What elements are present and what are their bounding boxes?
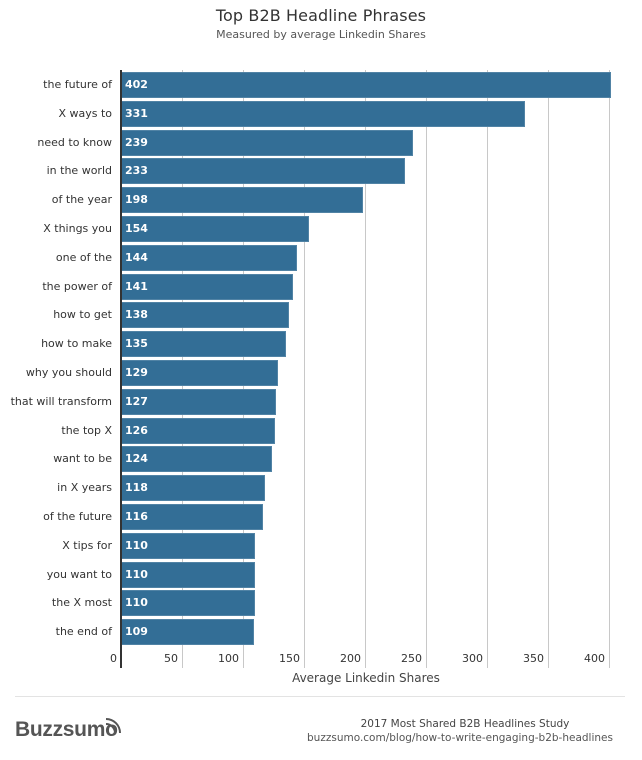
category-label: why you should xyxy=(25,366,112,379)
x-tick-label: 50 xyxy=(164,652,178,665)
bar: 198 xyxy=(121,187,363,213)
bar: 402 xyxy=(121,72,611,98)
gridline xyxy=(365,70,366,668)
bar-value-label: 124 xyxy=(125,452,148,465)
bar-value-label: 109 xyxy=(125,625,148,638)
category-label: the end of xyxy=(55,625,112,638)
category-label: the future of xyxy=(43,78,112,91)
x-tick-label: 400 xyxy=(584,652,605,665)
x-tick-label: 300 xyxy=(462,652,483,665)
bar-value-label: 239 xyxy=(125,136,148,149)
bar: 138 xyxy=(121,302,289,328)
category-label: in the world xyxy=(46,164,112,177)
bar-value-label: 110 xyxy=(125,596,148,609)
bar: 141 xyxy=(121,274,293,300)
category-label: of the future xyxy=(43,510,112,523)
x-tick-label: 150 xyxy=(279,652,300,665)
bar: 129 xyxy=(121,360,278,386)
bar-value-label: 129 xyxy=(125,366,148,379)
category-label: X ways to xyxy=(58,107,112,120)
gridline xyxy=(487,70,488,668)
bar: 110 xyxy=(121,590,255,616)
chart-title: Top B2B Headline Phrases xyxy=(215,6,427,25)
bar-value-label: 141 xyxy=(125,280,148,293)
bar: 233 xyxy=(121,158,405,184)
brand-logo: Buzzsumo xyxy=(15,718,118,741)
study-title: 2017 Most Shared B2B Headlines Study xyxy=(360,718,570,730)
bar-value-label: 110 xyxy=(125,568,148,581)
bar-value-label: 110 xyxy=(125,539,148,552)
category-label: one of the xyxy=(55,251,112,264)
x-tick-label: 0 xyxy=(110,652,117,665)
gridline xyxy=(426,70,427,668)
broadcast-icon xyxy=(105,718,121,734)
bar: 109 xyxy=(121,619,254,645)
bar-value-label: 116 xyxy=(125,510,148,523)
x-tick-label: 100 xyxy=(218,652,239,665)
bar-value-label: 402 xyxy=(125,78,148,91)
category-label: the top X xyxy=(61,424,112,437)
bar-chart: 0 50 100 150 200 250 300 350 400 the future of 402… xyxy=(10,70,611,668)
category-label: how to make xyxy=(41,337,112,350)
bar: 110 xyxy=(121,533,255,559)
bar-value-label: 233 xyxy=(125,164,148,177)
x-axis-label: Average Linkedin Shares xyxy=(292,671,440,685)
bar: 124 xyxy=(121,446,272,472)
bar: 331 xyxy=(121,101,525,127)
category-label: need to know xyxy=(37,136,112,149)
category-label: of the year xyxy=(51,193,112,206)
category-label: the X most xyxy=(51,596,112,609)
category-label: you want to xyxy=(46,568,112,581)
category-label: X things you xyxy=(43,222,112,235)
category-label: how to get xyxy=(53,308,112,321)
bar-value-label: 331 xyxy=(125,107,148,120)
x-tick-label: 350 xyxy=(523,652,544,665)
bar: 127 xyxy=(121,389,276,415)
bar: 126 xyxy=(121,418,275,444)
x-tick-label: 250 xyxy=(401,652,422,665)
bar-value-label: 138 xyxy=(125,308,148,321)
bar-value-label: 135 xyxy=(125,337,148,350)
bar-value-label: 144 xyxy=(125,251,148,264)
bar: 110 xyxy=(121,562,255,588)
bar: 144 xyxy=(121,245,297,271)
category-label: X tips for xyxy=(62,539,112,552)
gridline xyxy=(304,70,305,668)
category-label: want to be xyxy=(53,452,112,465)
bar-value-label: 127 xyxy=(125,395,148,408)
source-url: buzzsumo.com/blog/how-to-write-engaging-… xyxy=(307,732,613,744)
bar: 118 xyxy=(121,475,265,501)
chart-subtitle: Measured by average Linkedin Shares xyxy=(216,28,426,41)
category-label: the power of xyxy=(42,280,112,293)
bar-value-label: 154 xyxy=(125,222,148,235)
bar-value-label: 118 xyxy=(125,481,148,494)
category-label: in X years xyxy=(57,481,112,494)
bar: 135 xyxy=(121,331,286,357)
gridline xyxy=(548,70,549,668)
bar-value-label: 126 xyxy=(125,424,148,437)
y-axis-line xyxy=(120,70,122,668)
bar: 116 xyxy=(121,504,263,530)
category-label: that will transform xyxy=(10,395,112,408)
footer-divider xyxy=(15,696,625,697)
bar: 239 xyxy=(121,130,413,156)
bar-value-label: 198 xyxy=(125,193,148,206)
bar: 154 xyxy=(121,216,309,242)
gridline xyxy=(609,70,610,668)
x-tick-label: 200 xyxy=(340,652,361,665)
